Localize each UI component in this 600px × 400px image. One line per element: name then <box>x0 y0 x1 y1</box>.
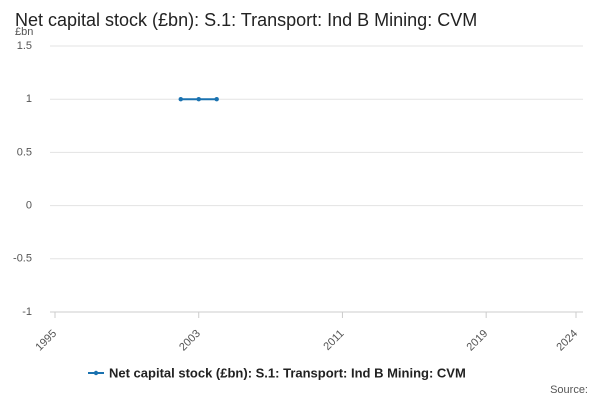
point <box>178 97 183 102</box>
x-tick-label: 2019 <box>465 328 491 354</box>
legend-label: Net capital stock (£bn): S.1: Transport:… <box>109 365 466 380</box>
y-axis-label: £bn <box>15 26 33 38</box>
x-tick-label: 2024 <box>554 328 580 354</box>
chart-title: Net capital stock (£bn): S.1: Transport:… <box>15 10 477 30</box>
x-tick-label: 2003 <box>177 328 203 354</box>
y-tick-label: -1 <box>22 306 32 318</box>
x-tick-label: 2011 <box>321 328 346 353</box>
point <box>214 97 219 102</box>
y-tick-label: -0.5 <box>13 253 32 265</box>
source: Source: <box>550 384 588 396</box>
x-tick-label: 1995 <box>33 328 59 354</box>
legend-marker <box>93 370 99 376</box>
point <box>196 97 201 102</box>
y-tick-label: 1.5 <box>17 40 32 52</box>
y-tick-label: 1 <box>26 93 32 105</box>
y-tick-label: 0 <box>26 200 32 212</box>
y-tick-label: 0.5 <box>17 146 32 158</box>
